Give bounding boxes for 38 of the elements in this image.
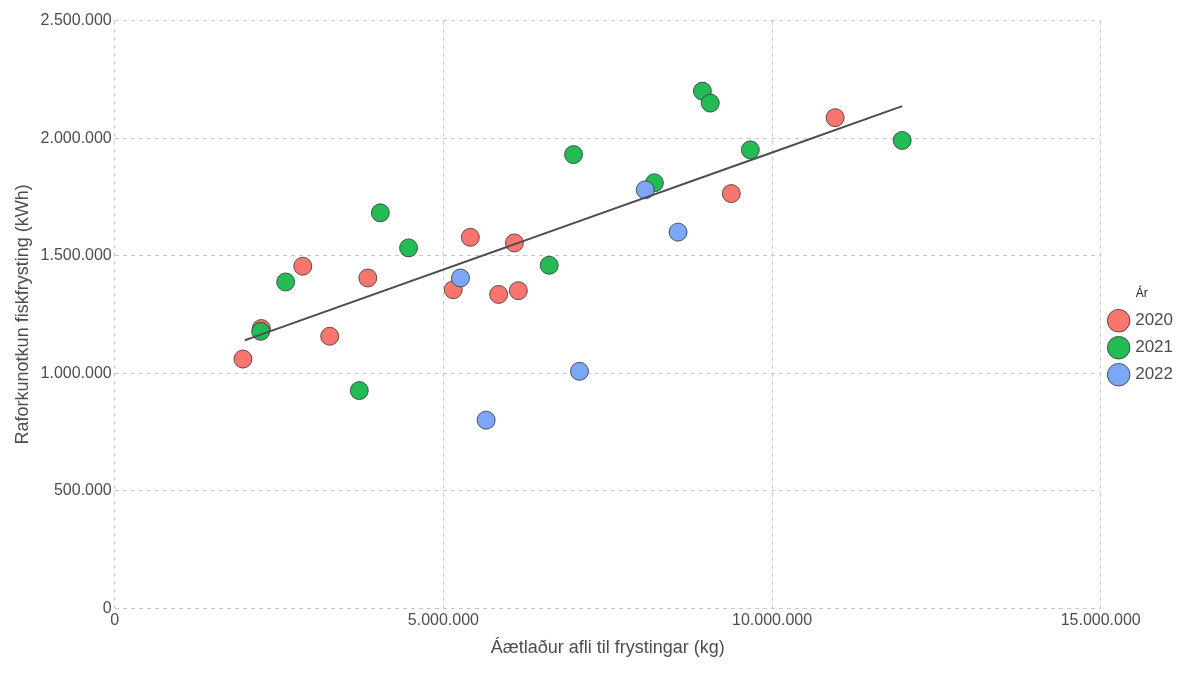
legend-title: Ár: [1135, 285, 1148, 301]
y-tick-label: 2.000.000: [40, 128, 112, 146]
point: [476, 410, 496, 430]
y-tick-label: 0: [102, 598, 112, 616]
x-tick-label: 15.000.000: [1060, 611, 1141, 629]
y-tick-label: 1.500.000: [40, 246, 112, 264]
point: [349, 381, 369, 400]
y-tick-label: 1.000.000: [40, 363, 112, 381]
legend-label: 2021: [1135, 337, 1174, 357]
legend-label: 2020: [1135, 310, 1174, 330]
point: [451, 268, 470, 288]
point: [635, 180, 655, 200]
point: [320, 326, 340, 346]
y-tick-label: 2.500.000: [40, 11, 112, 29]
point: [892, 131, 912, 150]
point: [570, 361, 589, 381]
point: [668, 222, 688, 242]
point: [358, 268, 378, 288]
point: [233, 349, 253, 369]
point: [293, 256, 313, 276]
point: [721, 184, 741, 203]
x-tick-label: 10.000.000: [732, 611, 813, 629]
point: [276, 272, 296, 292]
point: [370, 203, 390, 223]
legend-label: 2022: [1135, 364, 1174, 384]
point: [489, 285, 509, 304]
x-tick-label: 5.000.000: [407, 611, 480, 629]
point: [564, 145, 583, 164]
y-axis-title: Raforkunotkun fiskfrysting (kWh): [11, 184, 32, 445]
point: [700, 93, 720, 113]
point: [539, 255, 559, 275]
x-axis-title: Áætlaður afli til frystingar (kg): [490, 637, 725, 658]
point: [508, 281, 528, 301]
point: [399, 238, 418, 258]
point: [825, 108, 845, 128]
point: [740, 140, 760, 160]
point: [460, 227, 480, 247]
y-tick-label: 500.000: [53, 481, 112, 499]
